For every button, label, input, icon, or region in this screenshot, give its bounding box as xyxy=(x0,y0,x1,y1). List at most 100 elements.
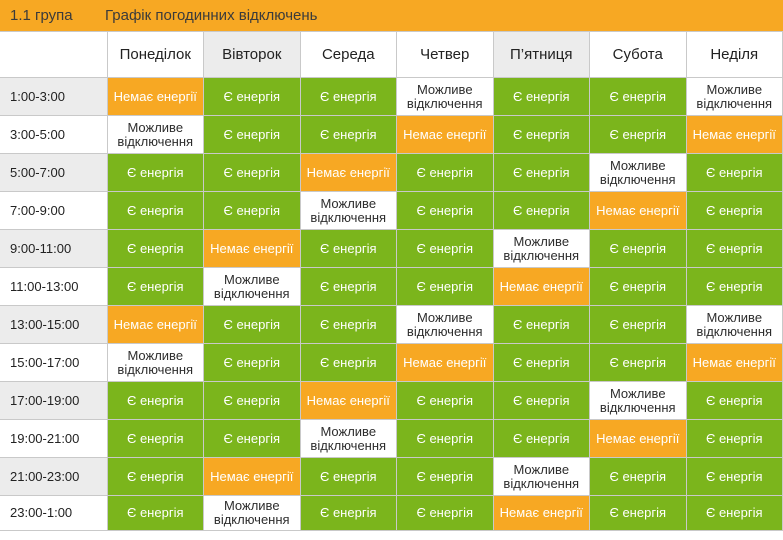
status-cell-mon: Можливе відключення xyxy=(106,343,204,382)
status-cell-sun: Є енергія xyxy=(685,419,783,458)
status-cell-tue: Є енергія xyxy=(203,115,301,154)
status-cell-tue: Є енергія xyxy=(203,343,301,382)
status-cell-sat: Немає енергії xyxy=(589,191,687,230)
status-cell-wed: Є енергія xyxy=(299,457,397,496)
day-header-sun: Неділя xyxy=(685,31,783,78)
status-cell-tue: Є енергія xyxy=(203,77,301,116)
status-cell-thu: Є енергія xyxy=(396,153,494,192)
status-cell-tue: Є енергія xyxy=(203,381,301,420)
table-row: 5:00-7:00 Є енергія Є енергія Немає енергії… xyxy=(0,153,783,192)
day-header-mon: Понеділок xyxy=(106,31,204,78)
status-cell-sun: Є енергія xyxy=(685,153,783,192)
status-cell-mon: Є енергія xyxy=(106,153,204,192)
status-cell-fri: Є енергія xyxy=(492,191,590,230)
status-cell-sun: Немає енергії xyxy=(685,343,783,382)
status-cell-mon: Немає енергії xyxy=(106,305,204,344)
schedule-body: 1:00-3:00 Немає енергії Є енергія Є енергія… xyxy=(0,77,783,531)
status-cell-thu: Є енергія xyxy=(396,229,494,268)
status-cell-thu: Можливе відключення xyxy=(396,305,494,344)
status-cell-sat: Можливе відключення xyxy=(589,381,687,420)
status-cell-mon: Є енергія xyxy=(106,229,204,268)
status-cell-thu: Є енергія xyxy=(396,419,494,458)
status-cell-fri: Є енергія xyxy=(492,343,590,382)
status-cell-sun: Є енергія xyxy=(685,191,783,230)
status-cell-mon: Є енергія xyxy=(106,419,204,458)
table-row: 1:00-3:00 Немає енергії Є енергія Є енергія… xyxy=(0,77,783,116)
table-row: 9:00-11:00 Є енергія Немає енергії Є енергі… xyxy=(0,229,783,268)
status-cell-wed: Можливе відключення xyxy=(299,191,397,230)
status-cell-tue: Є енергія xyxy=(203,191,301,230)
time-slot-label: 1:00-3:00 xyxy=(0,77,108,116)
status-cell-sun: Є енергія xyxy=(685,267,783,306)
time-slot-label: 7:00-9:00 xyxy=(0,191,108,230)
status-cell-sun: Немає енергії xyxy=(685,115,783,154)
status-cell-mon: Є енергія xyxy=(106,381,204,420)
time-slot-label: 21:00-23:00 xyxy=(0,457,108,496)
table-row: 21:00-23:00 Є енергія Немає енергії Є енерг… xyxy=(0,457,783,496)
status-cell-fri: Є енергія xyxy=(492,77,590,116)
time-slot-label: 13:00-15:00 xyxy=(0,305,108,344)
status-cell-tue: Є енергія xyxy=(203,419,301,458)
status-cell-tue: Є енергія xyxy=(203,153,301,192)
status-cell-mon: Є енергія xyxy=(106,267,204,306)
status-cell-wed: Є енергія xyxy=(299,305,397,344)
schedule-header: 1.1 група Графік погодинних відключень xyxy=(0,0,783,31)
status-cell-fri: Можливе відключення xyxy=(492,229,590,268)
status-cell-wed: Є енергія xyxy=(299,77,397,116)
time-slot-label: 15:00-17:00 xyxy=(0,343,108,382)
day-header-tue: Вівторок xyxy=(203,31,301,78)
status-cell-sat: Є енергія xyxy=(589,343,687,382)
status-cell-sun: Є енергія xyxy=(685,229,783,268)
status-cell-sun: Є енергія xyxy=(685,457,783,496)
status-cell-fri: Можливе відключення xyxy=(492,457,590,496)
status-cell-sat: Є енергія xyxy=(589,457,687,496)
day-header-wed: Середа xyxy=(299,31,397,78)
status-cell-tue: Є енергія xyxy=(203,305,301,344)
time-slot-label: 17:00-19:00 xyxy=(0,381,108,420)
status-cell-mon: Можливе відключення xyxy=(106,115,204,154)
table-row: 15:00-17:00 Можливе відключення Є енергія Є… xyxy=(0,343,783,382)
status-cell-mon: Немає енергії xyxy=(106,77,204,116)
status-cell-tue: Можливе відключення xyxy=(203,495,301,531)
status-cell-sat: Є енергія xyxy=(589,115,687,154)
table-row: 11:00-13:00 Є енергія Можливе відключення Є… xyxy=(0,267,783,306)
status-cell-wed: Немає енергії xyxy=(299,153,397,192)
status-cell-wed: Немає енергії xyxy=(299,381,397,420)
day-header-row: Понеділок Вівторок Середа Четвер П’ятниц… xyxy=(0,31,783,78)
status-cell-thu: Немає енергії xyxy=(396,343,494,382)
status-cell-sat: Є енергія xyxy=(589,267,687,306)
table-row: 7:00-9:00 Є енергія Є енергія Можливе відкл… xyxy=(0,191,783,230)
status-cell-wed: Є енергія xyxy=(299,229,397,268)
status-cell-mon: Є енергія xyxy=(106,191,204,230)
outage-schedule-table: Понеділок Вівторок Середа Четвер П’ятниц… xyxy=(0,31,783,531)
status-cell-fri: Є енергія xyxy=(492,305,590,344)
time-slot-label: 11:00-13:00 xyxy=(0,267,108,306)
status-cell-sun: Можливе відключення xyxy=(685,305,783,344)
status-cell-fri: Немає енергії xyxy=(492,495,590,531)
time-slot-label: 3:00-5:00 xyxy=(0,115,108,154)
status-cell-sat: Є енергія xyxy=(589,229,687,268)
status-cell-tue: Немає енергії xyxy=(203,229,301,268)
status-cell-mon: Є енергія xyxy=(106,457,204,496)
status-cell-wed: Є енергія xyxy=(299,115,397,154)
status-cell-thu: Є енергія xyxy=(396,457,494,496)
status-cell-thu: Можливе відключення xyxy=(396,77,494,116)
status-cell-tue: Немає енергії xyxy=(203,457,301,496)
status-cell-thu: Є енергія xyxy=(396,381,494,420)
time-slot-label: 9:00-11:00 xyxy=(0,229,108,268)
status-cell-fri: Є енергія xyxy=(492,419,590,458)
status-cell-tue: Можливе відключення xyxy=(203,267,301,306)
status-cell-sat: Є енергія xyxy=(589,305,687,344)
time-slot-label: 5:00-7:00 xyxy=(0,153,108,192)
status-cell-wed: Можливе відключення xyxy=(299,419,397,458)
status-cell-fri: Є енергія xyxy=(492,115,590,154)
status-cell-sun: Є енергія xyxy=(685,495,783,531)
status-cell-wed: Є енергія xyxy=(299,267,397,306)
status-cell-sun: Можливе відключення xyxy=(685,77,783,116)
table-row: 13:00-15:00 Немає енергії Є енергія Є енерг… xyxy=(0,305,783,344)
status-cell-sat: Можливе відключення xyxy=(589,153,687,192)
status-cell-sat: Немає енергії xyxy=(589,419,687,458)
table-row: 19:00-21:00 Є енергія Є енергія Можливе від… xyxy=(0,419,783,458)
page-title: Графік погодинних відключень xyxy=(105,7,318,24)
day-header-sat: Субота xyxy=(589,31,687,78)
